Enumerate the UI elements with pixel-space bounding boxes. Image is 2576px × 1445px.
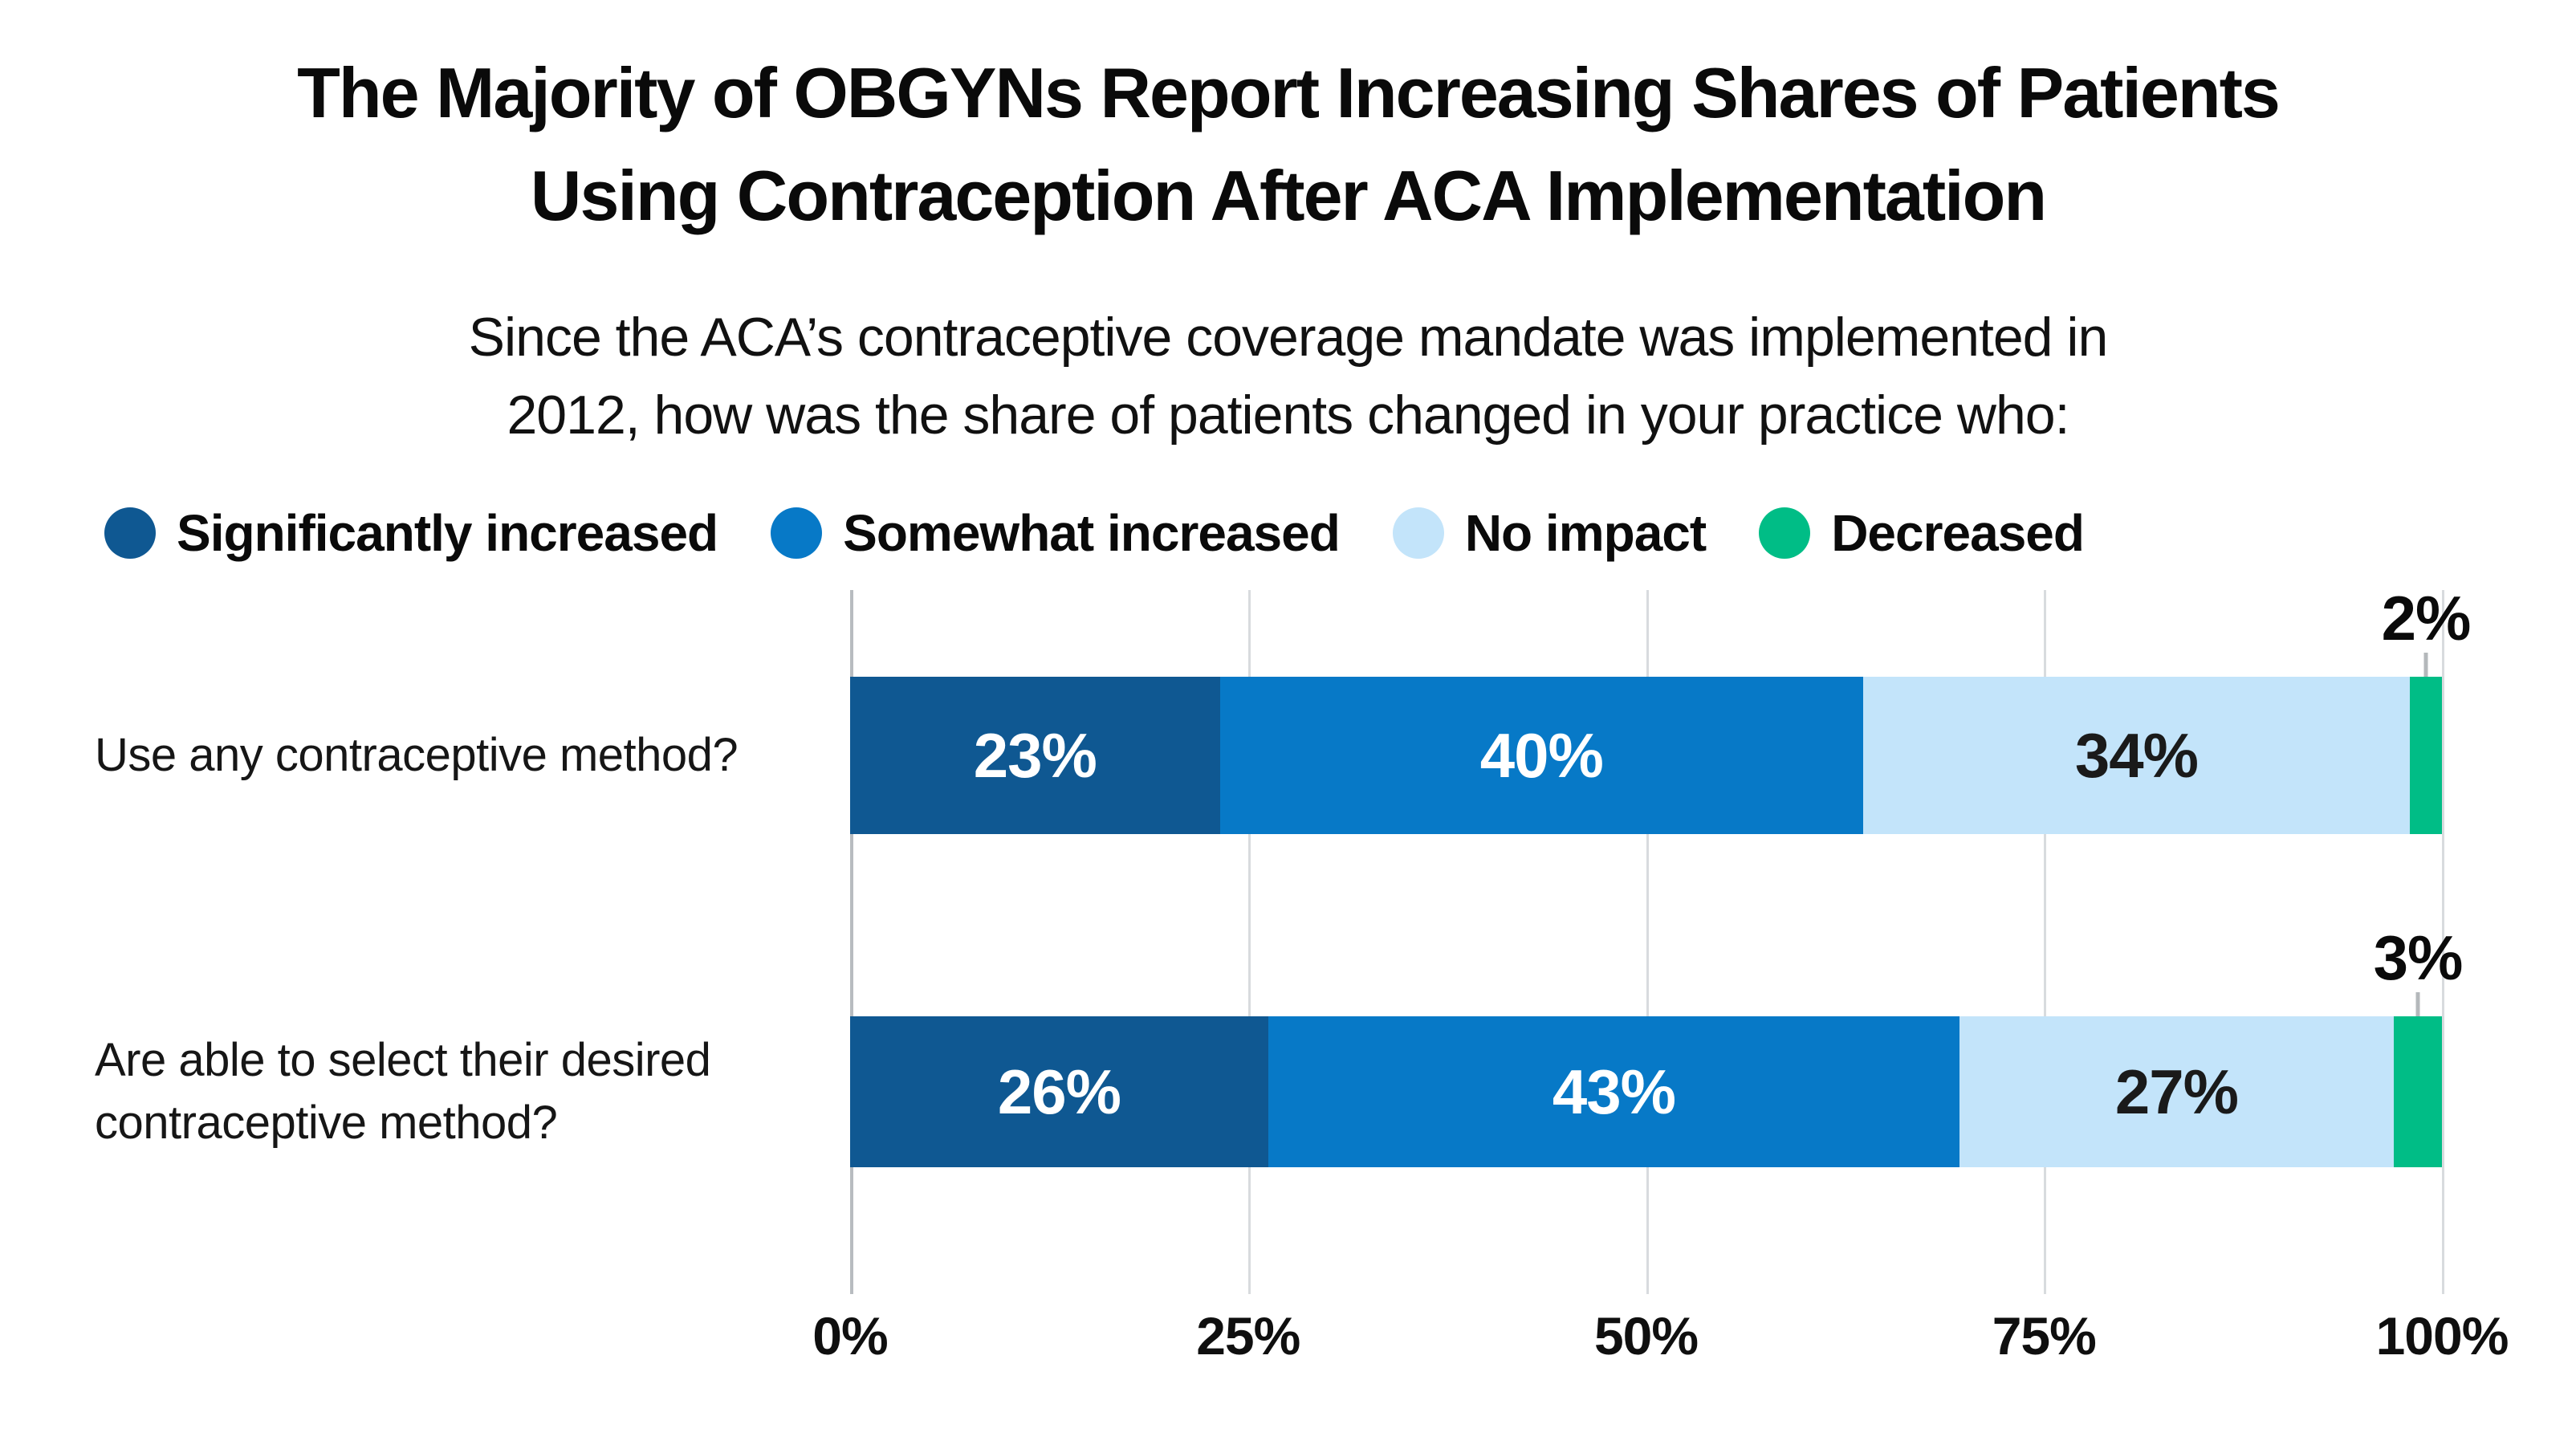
- x-axis-tick-label-25: 25%: [1196, 1306, 1300, 1366]
- segment-value-label: 34%: [2074, 719, 2199, 791]
- bar-segment: 43%: [1268, 1016, 1960, 1167]
- legend-dot-icon: [1759, 507, 1811, 559]
- chart-subtitle: Since the ACA’s contraceptive coverage m…: [0, 299, 2576, 454]
- bar-segment: 23%: [850, 677, 1220, 834]
- legend-dot-icon: [771, 507, 823, 559]
- bar-segment: 34%: [1862, 677, 2410, 834]
- legend-item-3: No impact: [1392, 503, 1707, 563]
- plot-area: 2% 23% 40% 34% 3% 26% 43% 27%: [850, 587, 2471, 1294]
- gridline-50: [1646, 590, 1649, 1294]
- chart-title-line-2: Using Contraception After ACA Implementa…: [530, 155, 2047, 235]
- gridline-75: [2044, 590, 2047, 1294]
- bar-row-1: 23% 40% 34%: [850, 677, 2442, 834]
- axis-baseline: [850, 590, 853, 1294]
- legend-item-1: Significantly increased: [104, 503, 718, 563]
- x-axis-tick-label-100: 100%: [2375, 1306, 2509, 1366]
- bar-segment: [2393, 1016, 2442, 1167]
- segment-value-label: 43%: [1552, 1056, 1676, 1127]
- label-leader-tick: [2415, 992, 2420, 1016]
- chart-subtitle-line-2: 2012, how was the share of patients chan…: [507, 384, 2069, 446]
- legend-item-label: Decreased: [1831, 504, 2085, 562]
- chart-title: The Majority of OBGYNs Report Increasing…: [0, 42, 2576, 246]
- chart-subtitle-line-1: Since the ACA’s contraceptive coverage m…: [468, 307, 2109, 368]
- segment-value-label: 40%: [1479, 719, 1604, 791]
- x-axis-tick-label-0: 0%: [812, 1306, 888, 1366]
- legend-item-label: Somewhat increased: [843, 504, 1341, 562]
- bar-segment: 27%: [1959, 1016, 2394, 1167]
- gridline-25: [1247, 590, 1251, 1294]
- legend-item-2: Somewhat increased: [771, 503, 1341, 563]
- legend-item-label: No impact: [1464, 504, 1707, 562]
- category-label-line: Use any contraceptive method?: [95, 728, 739, 781]
- bar-row-2: 26% 43% 27%: [850, 1016, 2442, 1167]
- chart-title-line-1: The Majority of OBGYNs Report Increasing…: [297, 53, 2281, 132]
- legend: Significantly increased Somewhat increase…: [104, 501, 2085, 565]
- x-axis-tick-label-50: 50%: [1593, 1306, 1699, 1366]
- category-label-1: Use any contraceptive method?: [95, 677, 841, 834]
- bar-segment: 40%: [1219, 677, 1863, 834]
- segment-value-label-outside: 3%: [2373, 922, 2464, 993]
- x-axis-tick-label-75: 75%: [1992, 1306, 2097, 1366]
- segment-value-label: 26%: [997, 1056, 1121, 1127]
- category-label-2: Are able to select their desired contrace…: [95, 1016, 841, 1167]
- segment-value-label-outside: 2%: [2381, 583, 2472, 653]
- legend-item-label: Significantly increased: [177, 504, 718, 562]
- legend-dot-icon: [1392, 507, 1444, 559]
- category-label-line: contraceptive method?: [95, 1097, 558, 1149]
- gridline-100: [2442, 590, 2444, 1294]
- legend-dot-icon: [104, 507, 156, 559]
- segment-value-label: 23%: [973, 719, 1097, 791]
- legend-item-4: Decreased: [1759, 503, 2085, 563]
- label-leader-tick: [2423, 653, 2428, 677]
- segment-value-label: 27%: [2114, 1056, 2239, 1127]
- category-label-line: Are able to select their desired: [95, 1033, 711, 1086]
- bar-segment: 26%: [850, 1016, 1268, 1167]
- bar-segment: [2409, 677, 2442, 834]
